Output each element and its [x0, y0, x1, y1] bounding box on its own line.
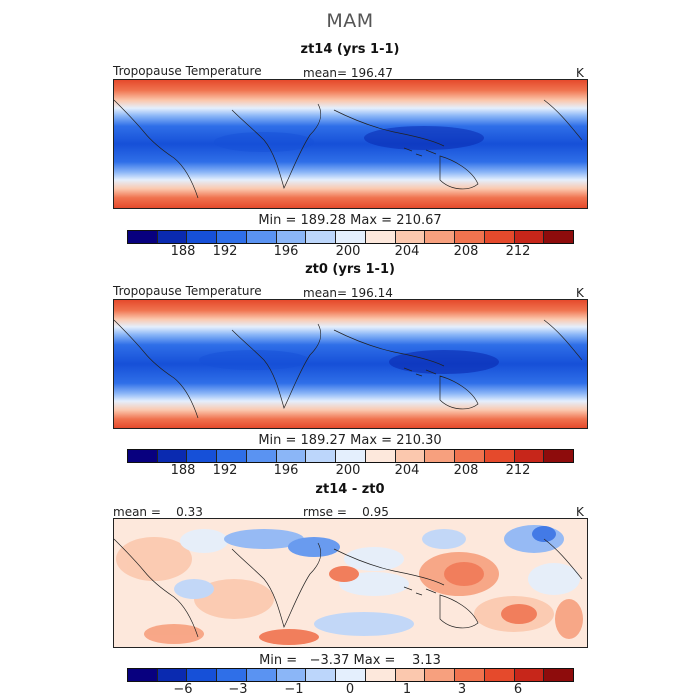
- panel2-cbar-tick: 204: [394, 463, 420, 478]
- panel2-cbar-tick: 208: [453, 463, 479, 478]
- panel2-cbar-tick: 212: [505, 463, 531, 478]
- panel1-swatch: [128, 231, 158, 243]
- panel2-unit-label: K: [576, 286, 584, 300]
- panel2-swatch: [336, 450, 366, 462]
- panel3-title: zt14 - zt0: [315, 482, 385, 497]
- panel1-unit-label: K: [576, 66, 584, 80]
- page-title: MAM: [326, 10, 374, 32]
- panel3-swatch: [365, 669, 396, 681]
- panel1-swatch: [455, 231, 485, 243]
- panel2-cbar-tick: 192: [212, 463, 238, 478]
- panel2-swatch: [306, 450, 337, 462]
- panel3-colorbar: [127, 668, 574, 682]
- panel3-rmse-label: rmse = 0.95: [303, 505, 389, 519]
- panel3-minmax: Min = −3.37 Max = 3.13: [259, 653, 441, 668]
- panel3-swatch: [484, 669, 515, 681]
- panel1-swatch: [246, 231, 277, 243]
- panel2-cbar-tick: 196: [273, 463, 299, 478]
- panel1-heatmap: [114, 80, 587, 208]
- panel2-title: zt0 (yrs 1-1): [305, 262, 395, 277]
- panel1-swatch: [395, 231, 426, 243]
- panel1-swatch: [484, 231, 515, 243]
- panel3-swatch: [514, 669, 545, 681]
- panel2-swatch: [157, 450, 188, 462]
- panel3-swatch: [187, 669, 218, 681]
- panel3-map: [113, 518, 588, 648]
- panel2-swatch: [395, 450, 426, 462]
- panel1-cbar-tick: 204: [394, 244, 420, 259]
- panel1-cbar-tick: 196: [273, 244, 299, 259]
- panel1-swatch: [336, 231, 366, 243]
- panel1-swatch: [306, 231, 337, 243]
- panel3-mean-label: mean = 0.33: [113, 505, 203, 519]
- panel1-cbar-tick: 212: [505, 244, 531, 259]
- panel2-swatch: [484, 450, 515, 462]
- panel3-swatch: [455, 669, 485, 681]
- panel1-swatch: [514, 231, 545, 243]
- panel3-swatch: [276, 669, 307, 681]
- panel3-unit-label: K: [576, 505, 584, 519]
- panel2-swatch: [187, 450, 218, 462]
- panel3-swatch: [544, 669, 574, 681]
- panel2-colorbar: [127, 449, 574, 463]
- panel2-swatch: [217, 450, 247, 462]
- panel2-swatch: [544, 450, 574, 462]
- panel3-swatch: [336, 669, 366, 681]
- panel3-cbar-tick: −3: [228, 682, 248, 697]
- panel2-swatch: [425, 450, 456, 462]
- panel3-cbar-tick: 3: [457, 682, 467, 697]
- panel1-swatch: [544, 231, 574, 243]
- panel1-swatch: [276, 231, 307, 243]
- panel3-cbar-tick: 1: [402, 682, 412, 697]
- panel1-colorbar: [127, 230, 574, 244]
- panel3-cbar-tick: −6: [173, 682, 193, 697]
- panel1-swatch: [187, 231, 218, 243]
- panel2-cbar-tick: 188: [170, 463, 196, 478]
- panel2-variable-label: Tropopause Temperature: [113, 284, 262, 298]
- panel1-swatch: [157, 231, 188, 243]
- panel1-cbar-tick: 200: [335, 244, 361, 259]
- panel1-title: zt14 (yrs 1-1): [300, 42, 400, 57]
- panel3-swatch: [217, 669, 247, 681]
- panel1-minmax: Min = 189.28 Max = 210.67: [258, 213, 442, 228]
- panel1-swatch: [425, 231, 456, 243]
- panel3-cbar-tick: 0: [345, 682, 355, 697]
- panel3-swatch: [157, 669, 188, 681]
- panel2-swatch: [365, 450, 396, 462]
- panel2-swatch: [246, 450, 277, 462]
- panel1-cbar-tick: 188: [170, 244, 196, 259]
- panel1-cbar-tick: 192: [212, 244, 238, 259]
- panel2-minmax: Min = 189.27 Max = 210.30: [258, 433, 442, 448]
- panel3-swatch: [395, 669, 426, 681]
- panel1-map: [113, 79, 588, 209]
- panel1-swatch: [217, 231, 247, 243]
- panel2-swatch: [514, 450, 545, 462]
- panel2-swatch: [455, 450, 485, 462]
- panel2-mean-label: mean= 196.14: [303, 286, 393, 300]
- panel3-swatch: [246, 669, 277, 681]
- panel2-map: [113, 299, 588, 429]
- panel1-mean-label: mean= 196.47: [303, 66, 393, 80]
- panel2-swatch: [276, 450, 307, 462]
- panel3-cbar-tick: −1: [284, 682, 304, 697]
- panel3-swatch: [425, 669, 456, 681]
- panel1-swatch: [365, 231, 396, 243]
- panel3-swatch: [306, 669, 337, 681]
- panel3-swatch: [128, 669, 158, 681]
- panel2-swatch: [128, 450, 158, 462]
- panel2-heatmap: [114, 300, 587, 428]
- panel3-heatmap: [114, 519, 587, 647]
- panel2-cbar-tick: 200: [335, 463, 361, 478]
- panel1-variable-label: Tropopause Temperature: [113, 64, 262, 78]
- panel3-cbar-tick: 6: [513, 682, 523, 697]
- panel1-cbar-tick: 208: [453, 244, 479, 259]
